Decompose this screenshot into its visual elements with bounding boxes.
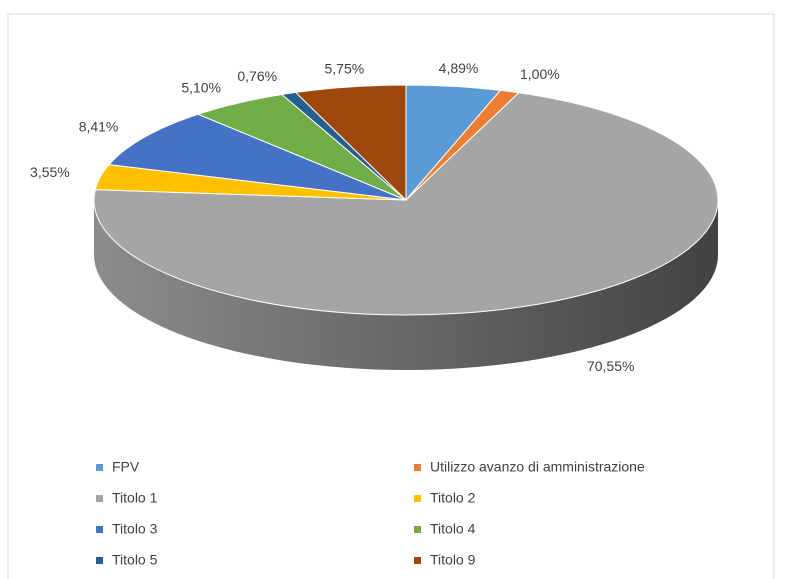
pie-slice	[108, 113, 407, 201]
legend-swatch	[414, 495, 421, 502]
pie-slice	[294, 84, 407, 202]
data-label: 8,41%	[79, 119, 119, 135]
data-label: 70,55%	[587, 358, 634, 374]
legend-label: Titolo 4	[430, 521, 476, 537]
legend-label: Titolo 9	[430, 552, 476, 568]
data-label: 5,10%	[181, 79, 221, 95]
legend-label: Titolo 1	[112, 490, 158, 506]
data-label: 3,55%	[30, 164, 70, 180]
legend-swatch	[96, 526, 103, 533]
legend-label: Utilizzo avanzo di amministrazione	[430, 459, 645, 475]
data-label: 0,76%	[237, 68, 277, 84]
pie-slice	[93, 92, 719, 316]
legend-label: FPV	[112, 459, 140, 475]
chart-frame	[7, 13, 775, 579]
data-label: 1,00%	[520, 66, 560, 82]
legend-swatch	[414, 526, 421, 533]
data-label: 5,75%	[324, 61, 364, 77]
legend-label: Titolo 5	[112, 552, 158, 568]
legend-swatch	[96, 557, 103, 564]
data-label: 4,89%	[439, 60, 479, 76]
legend-swatch	[96, 464, 103, 471]
legend-swatch	[414, 557, 421, 564]
pie-side-shade	[94, 200, 718, 370]
legend-swatch	[96, 495, 103, 502]
legend-swatch	[414, 464, 421, 471]
legend-label: Titolo 2	[430, 490, 476, 506]
legend-label: Titolo 3	[112, 521, 158, 537]
